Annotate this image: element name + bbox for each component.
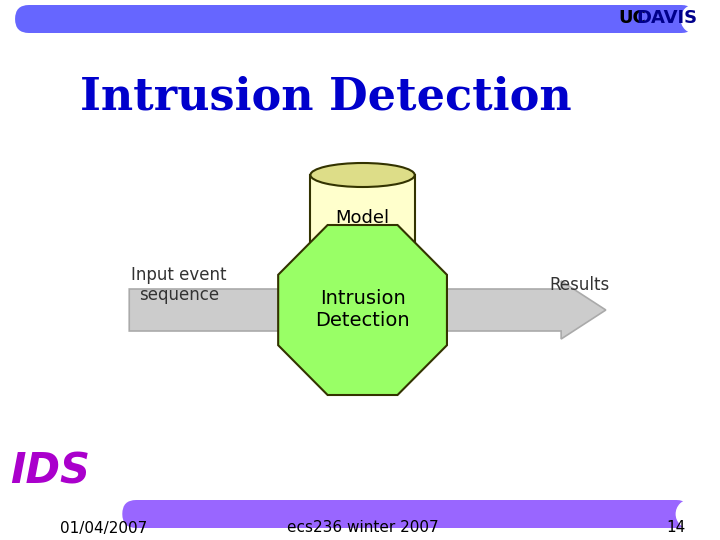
Text: Input event
sequence: Input event sequence <box>131 266 227 305</box>
FancyBboxPatch shape <box>15 5 696 33</box>
FancyBboxPatch shape <box>122 500 690 528</box>
Text: 14: 14 <box>666 521 685 536</box>
Text: Model: Model <box>336 209 390 227</box>
Text: Results: Results <box>549 276 609 294</box>
FancyArrow shape <box>129 281 606 339</box>
Circle shape <box>676 500 704 528</box>
Text: 01/04/2007: 01/04/2007 <box>60 521 147 536</box>
Text: Intrusion
Detection: Intrusion Detection <box>315 289 410 330</box>
Text: ecs236 winter 2007: ecs236 winter 2007 <box>287 521 438 536</box>
Ellipse shape <box>310 163 415 187</box>
Circle shape <box>681 5 709 33</box>
Text: IDS: IDS <box>10 450 90 492</box>
FancyBboxPatch shape <box>310 175 415 257</box>
Text: DAVIS: DAVIS <box>636 9 698 27</box>
Text: UC: UC <box>618 9 647 27</box>
Polygon shape <box>278 225 447 395</box>
Text: Intrusion Detection: Intrusion Detection <box>80 75 571 118</box>
Ellipse shape <box>310 245 415 269</box>
